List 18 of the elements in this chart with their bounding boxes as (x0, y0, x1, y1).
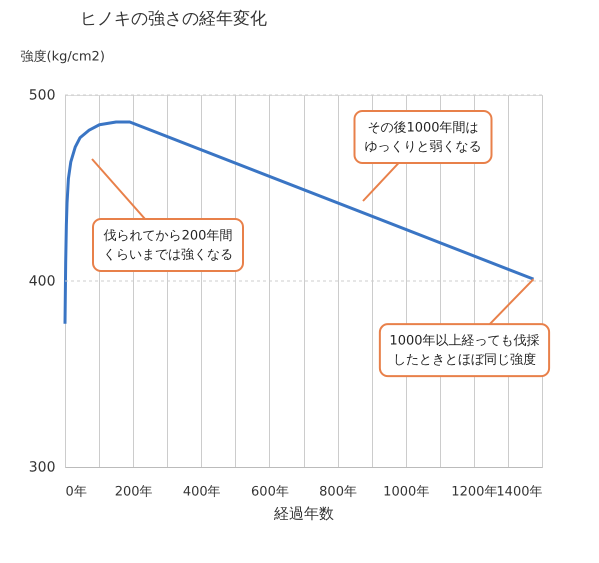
x-tick-label: 400年 (182, 484, 221, 500)
annotation: その後1000年間はゆっくりと弱くなる (364, 120, 482, 154)
y-tick-label: 300 (28, 460, 56, 476)
x-tick-label: 800年 (319, 484, 357, 500)
x-tick-label: 200年 (114, 484, 153, 500)
line-series (64, 120, 535, 326)
x-tick-label: 600年 (251, 484, 289, 500)
x-tick-label: 1200年 (451, 484, 498, 500)
x-tick-label: 1400年 (496, 484, 542, 500)
y-tick-label: 400 (28, 274, 56, 290)
y-tick-label: 500 (28, 88, 56, 104)
annotation: 1000年以上経っても伐採したときとほぼ同じ強度 (389, 334, 540, 368)
x-axis-title: 経過年数 (273, 504, 334, 522)
x-tick-label: 0年 (66, 484, 87, 500)
x-tick-label: 1000年 (383, 484, 430, 500)
y-axis-title: 強度(kg/cm2) (20, 48, 105, 64)
annotation: 伐られてから200年間くらいまでは強くなる (103, 228, 233, 262)
chart-title: ヒノキの強さの経年変化 (80, 9, 267, 29)
